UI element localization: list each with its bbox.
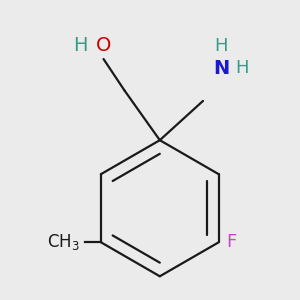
Text: O: O xyxy=(96,37,111,56)
Text: H: H xyxy=(214,37,228,55)
Text: H: H xyxy=(236,59,249,77)
Text: F: F xyxy=(226,233,237,251)
Text: CH$_3$: CH$_3$ xyxy=(47,232,80,252)
Text: H: H xyxy=(73,37,87,56)
Text: N: N xyxy=(213,59,230,78)
